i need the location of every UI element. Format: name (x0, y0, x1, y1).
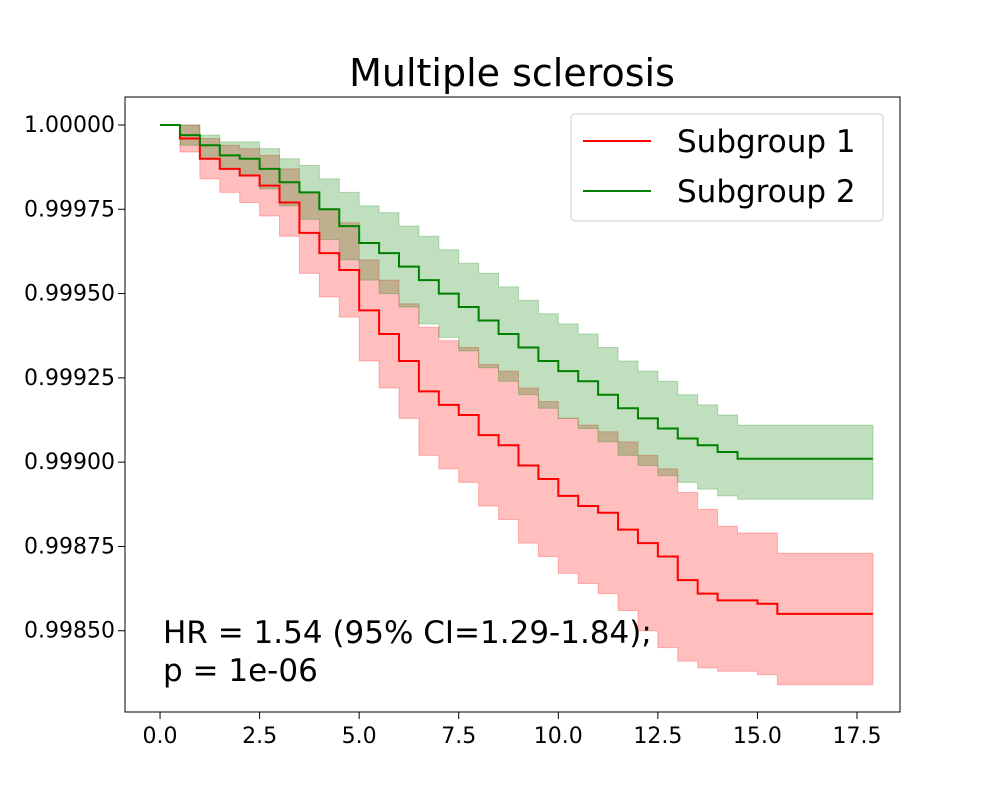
survival-line (160, 123, 873, 460)
plot-area (160, 123, 874, 686)
legend-label: Subgroup 1 (677, 124, 856, 160)
x-tick-label: 2.5 (242, 724, 277, 749)
x-tick-label: 7.5 (441, 724, 476, 749)
annotation: p = 1e-06 (163, 653, 318, 689)
x-tick-label: 5.0 (342, 724, 377, 749)
x-tick-label: 0.0 (143, 724, 178, 749)
plot-frame (124, 96, 901, 713)
y-tick-label: 0.99925 (24, 366, 115, 391)
y-tick-label: 0.99875 (24, 534, 115, 559)
y-tick-label: 0.99975 (24, 197, 115, 222)
x-tick-label: 15.0 (733, 724, 782, 749)
survival-line (160, 123, 873, 615)
x-tick-label: 10.0 (534, 724, 583, 749)
x-tick-label: 12.5 (633, 724, 682, 749)
y-tick-label: 0.99950 (24, 282, 115, 307)
chart-title: Multiple sclerosis (349, 51, 675, 95)
legend-label: Subgroup 2 (677, 174, 856, 210)
annotation: HR = 1.54 (95% CI=1.29-1.84); (163, 615, 652, 651)
y-tick-label: 0.99900 (24, 450, 115, 475)
y-tick-label: 0.99850 (24, 619, 115, 644)
y-tick-label: 1.00000 (24, 113, 115, 138)
x-tick-label: 17.5 (832, 724, 881, 749)
legend: Subgroup 1 Subgroup 2 (570, 113, 884, 222)
